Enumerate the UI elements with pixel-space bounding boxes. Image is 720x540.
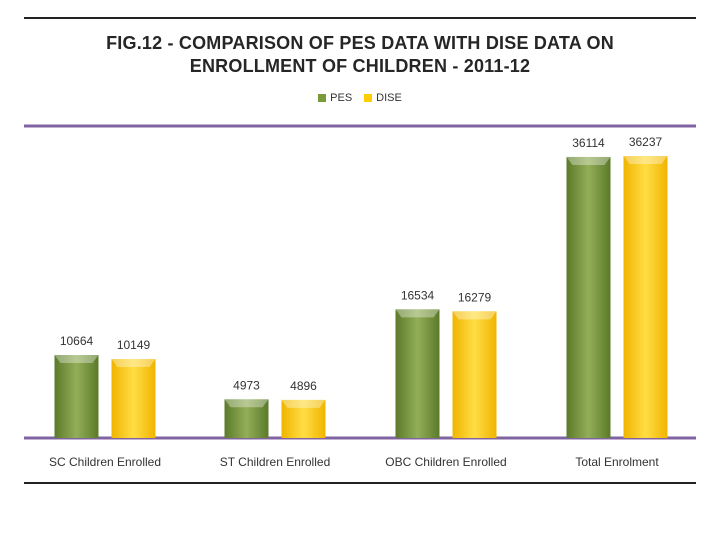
chart-title: FIG.12 - COMPARISON OF PES DATA WITH DIS…	[24, 32, 696, 78]
data-label-dise-2: 4896	[290, 379, 317, 393]
bar-bevel-pes-3	[395, 309, 440, 318]
x-tick-label-1: SC Children Enrolled	[49, 455, 161, 469]
data-label-dise-4: 36237	[629, 135, 663, 149]
top-rule	[24, 17, 696, 19]
data-label-pes-3: 16534	[401, 288, 435, 302]
x-tick-label-2: ST Children Enrolled	[220, 455, 331, 469]
chart-title-line-1: FIG.12 - COMPARISON OF PES DATA WITH DIS…	[106, 33, 614, 53]
bar-bevel-dise-3	[452, 311, 497, 320]
legend-swatch-dise	[364, 94, 373, 102]
legend-label-pes: PES	[330, 92, 353, 104]
bar-bevel-pes-2	[224, 399, 269, 408]
x-tick-label-3: OBC Children Enrolled	[385, 455, 506, 469]
legend-item-dise: DISE	[364, 92, 402, 104]
data-label-pes-2: 4973	[233, 378, 260, 392]
data-label-dise-1: 10149	[117, 338, 151, 352]
data-label-pes-1: 10664	[60, 334, 94, 348]
legend-label-dise: DISE	[376, 92, 402, 104]
bar-dise-2	[281, 399, 326, 438]
data-label-pes-4: 36114	[572, 136, 605, 150]
bar-bevel-dise-2	[281, 399, 326, 408]
bar-dise-3	[452, 311, 497, 438]
bar-pes-4	[566, 156, 611, 438]
chart-title-line-2: ENROLLMENT OF CHILDREN - 2011-12	[189, 56, 531, 76]
data-label-dise-3: 16279	[458, 290, 492, 304]
bar-pes-2	[224, 399, 269, 438]
x-tick-label-4: Total Enrolment	[575, 455, 659, 469]
bottom-rule	[24, 482, 696, 484]
bar-dise-1	[111, 359, 156, 438]
legend-item-pes: PES	[318, 92, 352, 104]
bar-bevel-dise-4	[623, 156, 668, 164]
bar-dise-4	[623, 156, 668, 438]
bar-bevel-pes-4	[566, 156, 611, 165]
bar-pes-3	[395, 309, 440, 438]
legend-swatch-pes	[318, 94, 327, 102]
bar-bevel-dise-1	[111, 359, 156, 368]
chart-legend: PES DISE	[0, 92, 720, 104]
bar-pes-1	[54, 355, 99, 438]
bar-bevel-pes-1	[54, 355, 99, 364]
